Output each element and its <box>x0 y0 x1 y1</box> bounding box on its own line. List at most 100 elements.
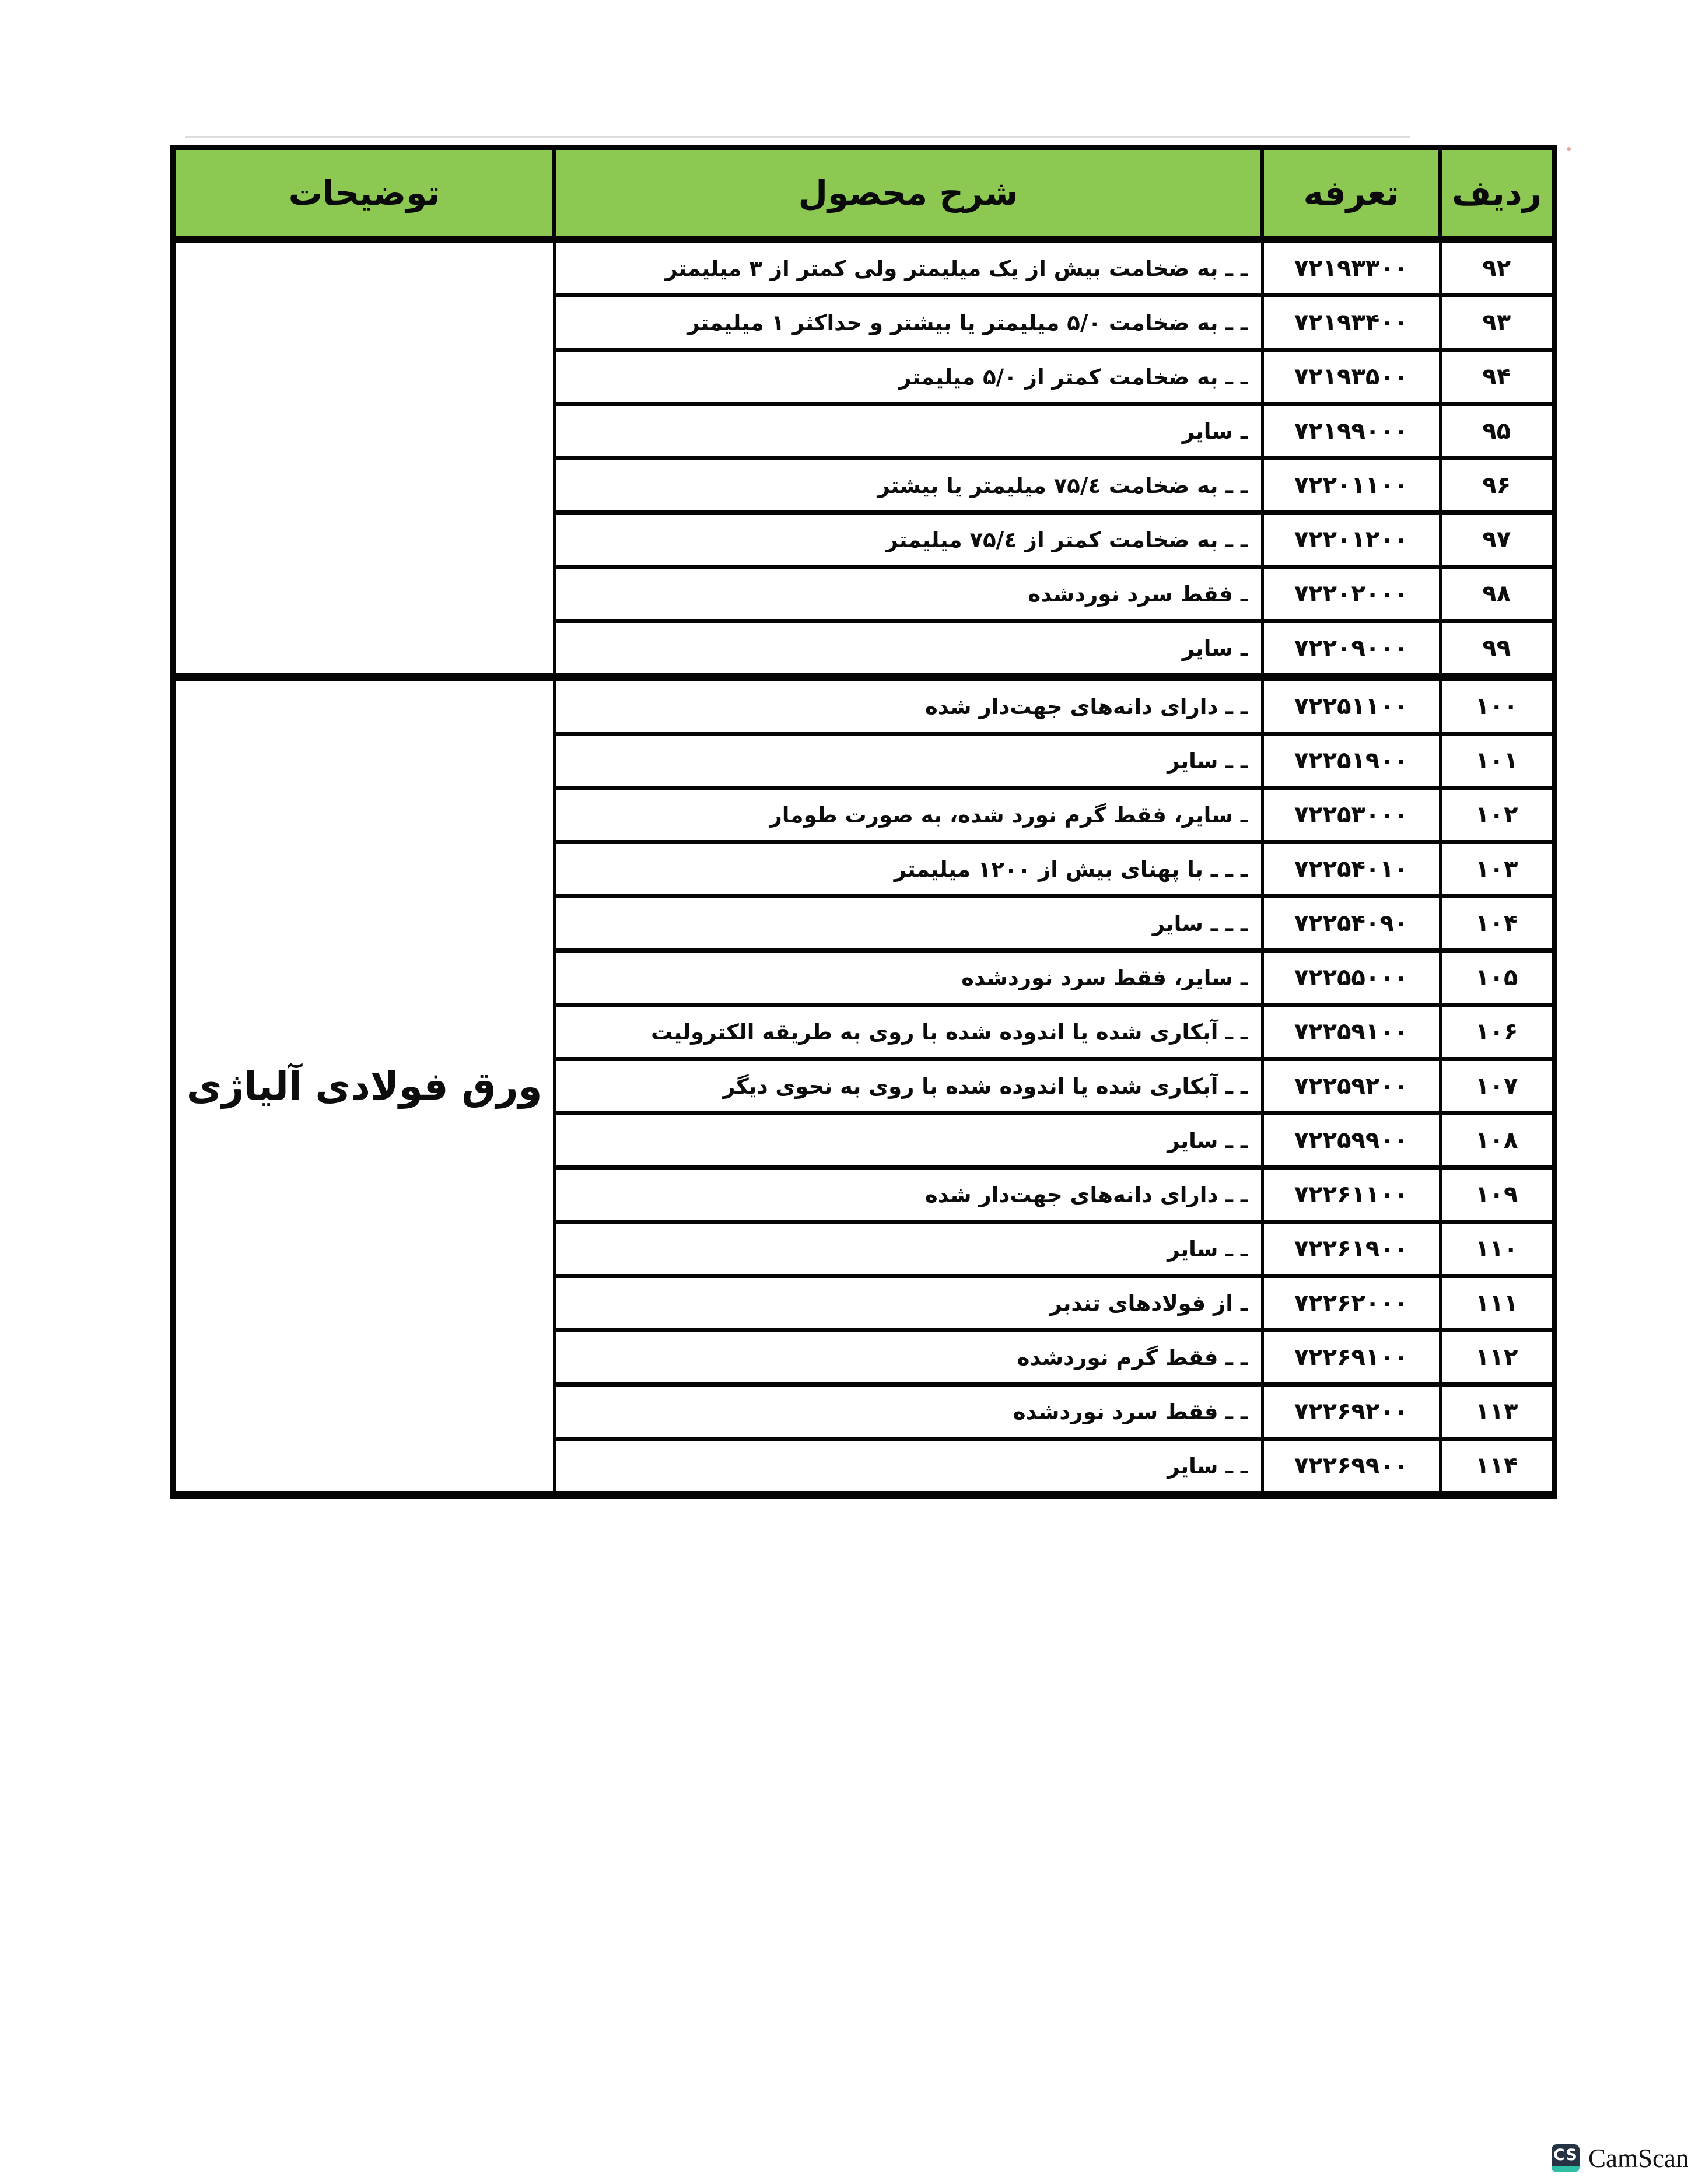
product-description: ـ ـ ـ با پهنای بیش از ۱۲۰۰ میلیمتر <box>552 840 1264 898</box>
table-row: ۱۰۴ ۷۲۲۵۴۰۹۰ ـ ـ ـ سایر <box>173 894 1556 953</box>
table-row: ۱۰۱ ۷۲۲۵۱۹۰۰ ـ ـ سایر <box>173 732 1556 790</box>
product-description: ـ ـ به ضخامت بیش از یک میلیمتر ولی کمتر … <box>552 237 1264 298</box>
table-row: ۱۰۷ ۷۲۲۵۹۲۰۰ ـ ـ آبکاری شده یا اندوده شد… <box>173 1057 1556 1115</box>
tariff-code: ۷۲۲۰۲۰۰۰ <box>1260 565 1442 623</box>
tariff-code: ۷۲۲۰۹۰۰۰ <box>1260 619 1442 680</box>
product-description: ـ ـ سایر <box>552 732 1264 790</box>
tariff-code: ۷۲۲۶۹۹۰۰ <box>1260 1437 1442 1497</box>
header-sharh-mahsul: شرح محصول <box>552 146 1264 243</box>
product-description: ـ ـ به ضخامت ۵/۰ میلیمتر یا بیشتر و حداک… <box>552 293 1264 352</box>
scan-artifact-dot <box>1567 147 1571 151</box>
tariff-code: ۷۲۲۶۱۹۰۰ <box>1260 1220 1442 1278</box>
table-row: ۱۱۴ ۷۲۲۶۹۹۰۰ ـ ـ سایر <box>173 1437 1556 1497</box>
row-number: ۱۰۸ <box>1438 1111 1556 1170</box>
table-row: ۱۰۸ ۷۲۲۵۹۹۰۰ ـ ـ سایر <box>173 1111 1556 1170</box>
product-description: ـ ـ فقط سرد نوردشده <box>552 1382 1264 1441</box>
row-number: ۱۰۳ <box>1438 840 1556 898</box>
tariff-code: ۷۲۲۵۴۰۱۰ <box>1260 840 1442 898</box>
table-row: ۱۱۳ ۷۲۲۶۹۲۰۰ ـ ـ فقط سرد نوردشده <box>173 1382 1556 1441</box>
tariff-code: ۷۲۱۹۳۴۰۰ <box>1260 293 1442 352</box>
table-row: ۱۰۰ ۷۲۲۵۱۱۰۰ ـ ـ دارای دانه‌های جهت‌دار … <box>171 673 1556 1497</box>
row-number: ۹۳ <box>1438 293 1556 352</box>
table-header-row: ردیف تعرفه شرح محصول توضیحات <box>171 146 1556 243</box>
tariff-code: ۷۲۲۵۱۱۰۰ <box>1260 673 1442 736</box>
row-number: ۱۰۴ <box>1438 894 1556 953</box>
table-row: ۹۴ ۷۲۱۹۳۵۰۰ ـ ـ به ضخامت کمتر از ۵/۰ میل… <box>173 348 1556 406</box>
product-description: ـ ـ به ضخامت ۷۵/٤ میلیمتر یا بیشتر <box>552 456 1264 514</box>
row-number: ۱۰۶ <box>1438 1003 1556 1061</box>
camscanner-icon-label: CS <box>1553 2146 1578 2164</box>
header-tozihat: توضیحات <box>171 146 556 243</box>
camscanner-watermark: CS CamScanner <box>1552 2144 1688 2172</box>
tariff-code: ۷۲۲۰۱۲۰۰ <box>1260 510 1442 569</box>
tariff-code: ۷۲۲۵۳۰۰۰ <box>1260 786 1442 844</box>
product-description: ـ سایر، فقط سرد نوردشده <box>552 949 1264 1007</box>
tariff-code: ۷۲۲۶۲۰۰۰ <box>1260 1274 1442 1332</box>
row-number: ۱۰۹ <box>1438 1166 1556 1224</box>
row-number: ۹۲ <box>1438 237 1556 298</box>
tariff-code: ۷۲۲۵۴۰۹۰ <box>1260 894 1442 953</box>
camscanner-icon-accent-bar <box>1552 2166 1580 2172</box>
table-row: ۱۱۲ ۷۲۲۶۹۱۰۰ ـ ـ فقط گرم نوردشده <box>173 1328 1556 1387</box>
row-number: ۱۱۰ <box>1438 1220 1556 1278</box>
header-tarefe: تعرفه <box>1260 146 1442 243</box>
product-description: ـ ـ ـ سایر <box>552 894 1264 953</box>
table-row: ۹۸ ۷۲۲۰۲۰۰۰ ـ فقط سرد نوردشده <box>173 565 1556 623</box>
row-number: ۱۰۲ <box>1438 786 1556 844</box>
tariff-code: ۷۲۲۵۹۹۰۰ <box>1260 1111 1442 1170</box>
product-description: ـ ـ دارای دانه‌های جهت‌دار شده <box>552 673 1264 736</box>
product-description: ـ سایر <box>552 619 1264 680</box>
tariff-code: ۷۲۲۵۵۰۰۰ <box>1260 949 1442 1007</box>
row-number: ۱۱۲ <box>1438 1328 1556 1387</box>
tariff-code: ۷۲۱۹۳۵۰۰ <box>1260 348 1442 406</box>
product-description: ـ سایر <box>552 402 1264 460</box>
tariff-code: ۷۲۱۹۳۳۰۰ <box>1260 237 1442 298</box>
table-row: ۱۱۱ ۷۲۲۶۲۰۰۰ ـ از فولادهای تندبر <box>173 1274 1556 1332</box>
table-row: ۹۹ ۷۲۲۰۹۰۰۰ ـ سایر <box>173 619 1556 680</box>
tariff-code: ۷۲۲۶۹۲۰۰ <box>1260 1382 1442 1441</box>
row-number: ۱۰۷ <box>1438 1057 1556 1115</box>
row-number: ۹۹ <box>1438 619 1556 680</box>
product-description: ـ ـ آبکاری شده یا اندوده شده با روی به ط… <box>552 1003 1264 1061</box>
row-number: ۹۷ <box>1438 510 1556 569</box>
product-description: ـ ـ سایر <box>552 1111 1264 1170</box>
product-description: ـ فقط سرد نوردشده <box>552 565 1264 623</box>
table-row: ۱۱۰ ۷۲۲۶۱۹۰۰ ـ ـ سایر <box>173 1220 1556 1278</box>
product-description: ـ ـ دارای دانه‌های جهت‌دار شده <box>552 1166 1264 1224</box>
row-number: ۹۴ <box>1438 348 1556 406</box>
notes-cell-section-2: ورق فولادی آلیاژی <box>171 673 556 1497</box>
product-description: ـ از فولادهای تندبر <box>552 1274 1264 1332</box>
product-description: ـ ـ سایر <box>552 1220 1264 1278</box>
table-row: ۱۰۹ ۷۲۲۶۱۱۰۰ ـ ـ دارای دانه‌های جهت‌دار … <box>173 1166 1556 1224</box>
row-number: ۹۵ <box>1438 402 1556 460</box>
table-row: ۹۳ ۷۲۱۹۳۴۰۰ ـ ـ به ضخامت ۵/۰ میلیمتر یا … <box>173 293 1556 352</box>
row-number: ۱۰۵ <box>1438 949 1556 1007</box>
product-description: ـ ـ سایر <box>552 1437 1264 1497</box>
table-row: ۱۰۳ ۷۲۲۵۴۰۱۰ ـ ـ ـ با پهنای بیش از ۱۲۰۰ … <box>173 840 1556 898</box>
header-radif: ردیف <box>1438 146 1556 243</box>
table-row: ۱۰۵ ۷۲۲۵۵۰۰۰ ـ سایر، فقط سرد نوردشده <box>173 949 1556 1007</box>
notes-cell-section-1 <box>171 237 556 680</box>
table-row: ۹۶ ۷۲۲۰۱۱۰۰ ـ ـ به ضخامت ۷۵/٤ میلیمتر یا… <box>173 456 1556 514</box>
tariff-code: ۷۲۲۶۹۱۰۰ <box>1260 1328 1442 1387</box>
product-description: ـ ـ به ضخامت کمتر از ۷۵/٤ میلیمتر <box>552 510 1264 569</box>
row-number: ۹۸ <box>1438 565 1556 623</box>
product-description: ـ ـ به ضخامت کمتر از ۵/۰ میلیمتر <box>552 348 1264 406</box>
row-number: ۱۰۰ <box>1438 673 1556 736</box>
row-number: ۹۶ <box>1438 456 1556 514</box>
table-row: ۹۷ ۷۲۲۰۱۲۰۰ ـ ـ به ضخامت کمتر از ۷۵/٤ می… <box>173 510 1556 569</box>
tariff-code: ۷۲۲۶۱۱۰۰ <box>1260 1166 1442 1224</box>
tariff-code: ۷۲۲۵۱۹۰۰ <box>1260 732 1442 790</box>
tariff-code: ۷۲۲۵۹۱۰۰ <box>1260 1003 1442 1061</box>
tariff-code: ۷۲۲۵۹۲۰۰ <box>1260 1057 1442 1115</box>
row-number: ۱۱۱ <box>1438 1274 1556 1332</box>
product-description: ـ سایر، فقط گرم نورد شده، به صورت طومار <box>552 786 1264 844</box>
row-number: ۱۱۳ <box>1438 1382 1556 1441</box>
tariff-code: ۷۲۱۹۹۰۰۰ <box>1260 402 1442 460</box>
product-description: ـ ـ آبکاری شده یا اندوده شده با روی به ن… <box>552 1057 1264 1115</box>
table-row: ۱۰۲ ۷۲۲۵۳۰۰۰ ـ سایر، فقط گرم نورد شده، ب… <box>173 786 1556 844</box>
tariff-table: ردیف تعرفه شرح محصول توضیحات ۹۲ ۷۲۱۹۳۳۰۰… <box>170 145 1557 1499</box>
table-row: ۹۵ ۷۲۱۹۹۰۰۰ ـ سایر <box>173 402 1556 460</box>
camscanner-label: CamScanner <box>1588 2144 1688 2173</box>
